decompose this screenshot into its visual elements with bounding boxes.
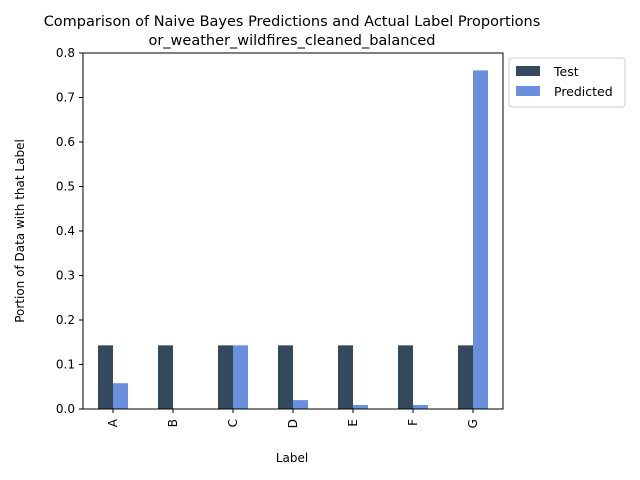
bar-test-e [338,345,353,409]
chart-title: Comparison of Naive Bayes Predictions an… [44,14,541,30]
y-tick-label: 0.3 [56,269,75,283]
bars-group [98,70,488,409]
legend-swatch-test [516,66,540,76]
bar-test-b [158,345,173,409]
bar-predicted-d [293,400,308,409]
legend: Test Predicted [508,57,626,108]
x-tick-label: D [286,419,300,428]
bar-predicted-e [353,404,368,409]
x-tick-label: G [466,419,480,428]
x-tick-label: E [346,419,360,427]
y-tick-label: 0.2 [56,313,75,327]
bar-test-c [218,345,233,409]
y-tick-label: 0.4 [56,224,75,238]
chart-subtitle: or_weather_wildfires_cleaned_balanced [148,33,435,49]
bar-test-g [458,345,473,409]
plot-frame [82,52,504,410]
y-tick-label: 0.1 [56,358,75,372]
x-tick-label: B [166,419,180,427]
y-tick-label: 0.0 [56,402,75,416]
legend-label-test: Test [553,64,579,79]
bar-predicted-g [473,70,488,409]
y-axis-ticks: 0.0 0.1 0.2 0.3 0.4 0.5 0.6 0.7 0.8 [56,46,83,416]
y-tick-label: 0.5 [56,180,75,194]
bar-predicted-c [233,345,248,409]
x-tick-label: C [226,419,240,427]
bar-test-a [98,345,113,409]
y-axis-label: Portion of Data with that Label [13,139,27,323]
bar-predicted-f [413,404,428,409]
y-tick-label: 0.8 [56,46,75,60]
bar-test-f [398,345,413,409]
bar-test-d [278,345,293,409]
x-tick-label: A [106,418,120,427]
y-tick-label: 0.6 [56,135,75,149]
legend-label-predicted: Predicted [554,84,613,99]
bar-predicted-a [113,383,128,409]
x-tick-label: F [406,419,420,426]
x-axis-label: Label [276,451,308,465]
y-tick-label: 0.7 [56,91,75,105]
x-axis-ticks: A B C D E F G [106,409,480,428]
legend-swatch-predicted [516,86,540,96]
